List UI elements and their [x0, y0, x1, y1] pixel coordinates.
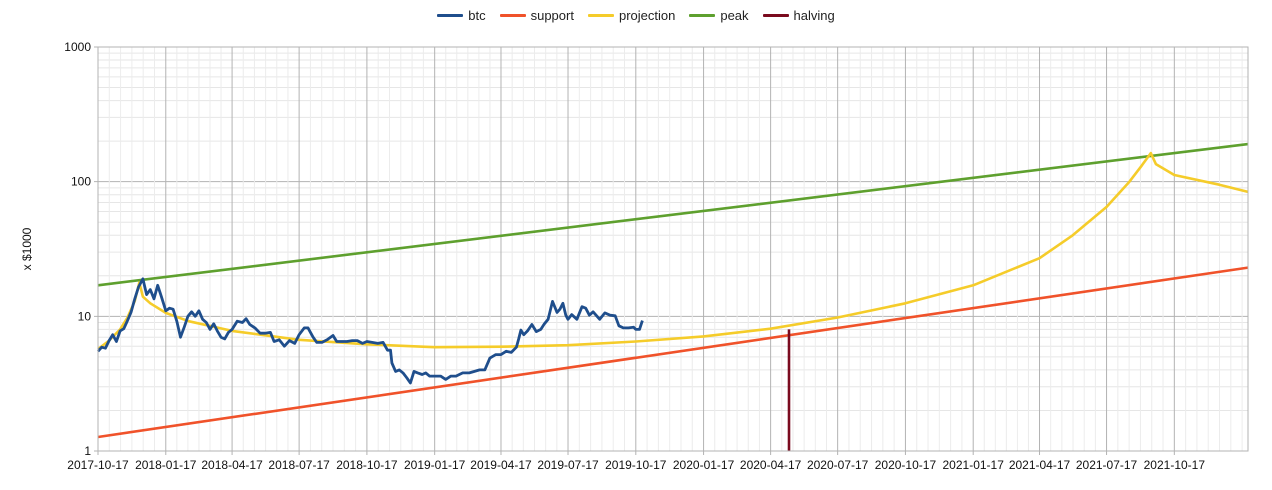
x-tick-label: 2019-07-17 [537, 458, 599, 472]
series-layer [96, 142, 1249, 451]
legend-item-btc: btc [437, 8, 486, 23]
legend-swatch-peak [689, 14, 716, 17]
legend-swatch-btc [437, 14, 464, 17]
legend-swatch-halving [762, 14, 789, 17]
y-tick-label: 100 [71, 175, 91, 189]
x-tick-label: 2020-07-17 [807, 458, 869, 472]
legend-label-projection: projection [618, 8, 676, 23]
series-line-peak [97, 142, 1249, 287]
legend-label-halving: halving [793, 8, 835, 23]
legend-label-support: support [530, 8, 574, 23]
x-tick-label: 2017-10-17 [67, 458, 129, 472]
axis-layer: 1 10 100 1000 2017-10-17 2018-01-17 2018-04-17… [20, 40, 1249, 472]
legend-swatch-support [499, 14, 526, 17]
series-line-projection [97, 151, 1249, 351]
series-line-support [97, 266, 1249, 439]
legend: btc support projection peak halving [0, 8, 1272, 23]
x-tick-label: 2020-04-17 [740, 458, 802, 472]
x-tick-label: 2021-01-17 [943, 458, 1005, 472]
y-tick-label: 1 [84, 444, 91, 458]
x-tick-label: 2019-04-17 [470, 458, 532, 472]
y-tick-label: 10 [78, 309, 92, 323]
x-tick-label: 2020-01-17 [673, 458, 735, 472]
series-line-btc [96, 277, 644, 385]
x-tick-label: 2021-10-17 [1144, 458, 1206, 472]
x-tick-label: 2018-04-17 [201, 458, 263, 472]
x-tick-label: 2018-01-17 [135, 458, 197, 472]
x-tick-label: 2020-10-17 [875, 458, 937, 472]
legend-item-projection: projection [587, 8, 676, 23]
x-tick-label: 2018-10-17 [336, 458, 398, 472]
x-tick-label: 2019-10-17 [605, 458, 667, 472]
legend-item-halving: halving [762, 8, 835, 23]
y-tick-label: 1000 [64, 40, 91, 54]
grid-layer [94, 46, 1248, 455]
y-axis-label: x $1000 [20, 227, 34, 270]
legend-swatch-projection [587, 14, 614, 17]
legend-item-support: support [499, 8, 574, 23]
legend-label-peak: peak [720, 8, 749, 23]
legend-label-btc: btc [468, 8, 486, 23]
x-tick-label: 2021-07-17 [1076, 458, 1138, 472]
plot-area-border [97, 46, 1249, 452]
legend-item-peak: peak [689, 8, 749, 23]
x-tick-label: 2018-07-17 [268, 458, 330, 472]
x-tick-label: 2021-04-17 [1009, 458, 1071, 472]
x-tick-label: 2019-01-17 [404, 458, 466, 472]
